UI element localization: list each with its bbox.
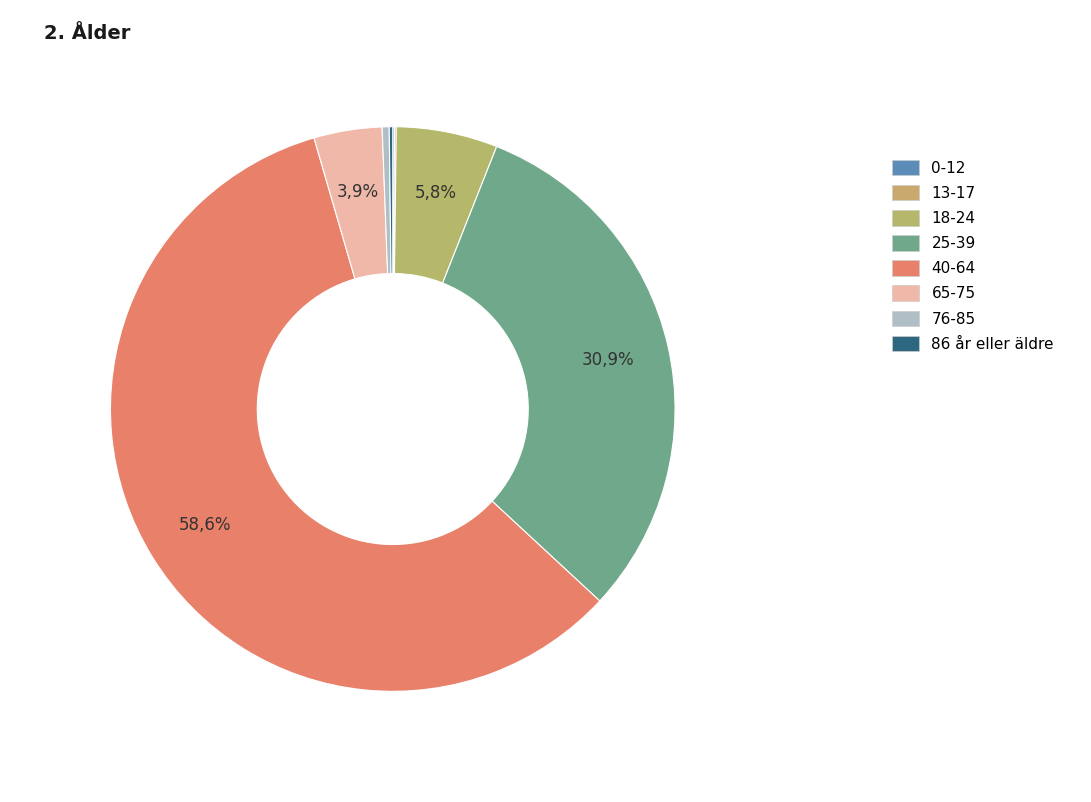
Wedge shape (393, 127, 395, 273)
Wedge shape (314, 127, 387, 279)
Text: 2. Ålder: 2. Ålder (44, 24, 130, 43)
Text: 3,9%: 3,9% (336, 183, 379, 200)
Text: 5,8%: 5,8% (415, 184, 456, 202)
Text: 58,6%: 58,6% (179, 516, 231, 533)
Wedge shape (395, 127, 496, 283)
Wedge shape (389, 127, 393, 273)
Wedge shape (443, 147, 675, 601)
Wedge shape (382, 127, 391, 273)
Wedge shape (394, 127, 396, 273)
Wedge shape (110, 138, 600, 691)
Text: 30,9%: 30,9% (582, 351, 634, 369)
Legend: 0-12, 13-17, 18-24, 25-39, 40-64, 65-75, 76-85, 86 år eller äldre: 0-12, 13-17, 18-24, 25-39, 40-64, 65-75,… (884, 152, 1062, 359)
